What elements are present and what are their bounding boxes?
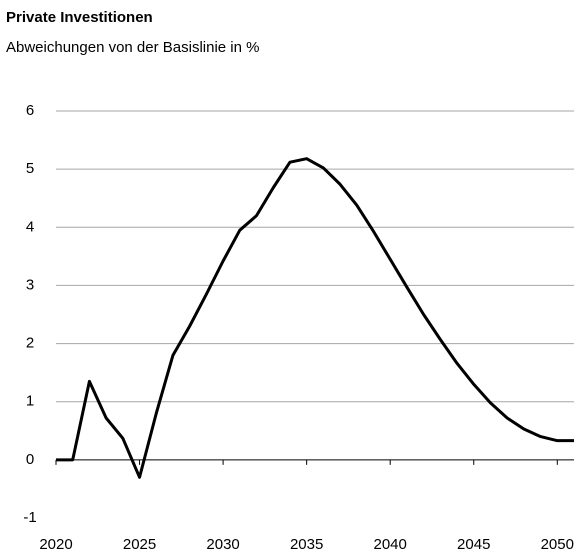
x-tick-label: 2030 [206, 536, 239, 553]
x-tick-label: 2020 [39, 536, 72, 553]
data-line [56, 157, 574, 479]
chart-title: Private Investitionen [6, 9, 153, 26]
x-tick-label: 2050 [541, 536, 574, 553]
y-tick-label: 3 [26, 276, 34, 293]
x-tick-label: 2040 [374, 536, 407, 553]
y-tick-label: -1 [23, 509, 36, 526]
y-tick-label: 4 [26, 218, 34, 235]
x-tick-label: 2025 [123, 536, 156, 553]
x-tick-label: 2045 [457, 536, 490, 553]
y-tick-label: 2 [26, 335, 34, 352]
y-tick-label: 1 [26, 393, 34, 410]
y-tick-label: 0 [26, 451, 34, 468]
chart-subtitle: Abweichungen von der Basislinie in % [6, 39, 259, 56]
x-tick-label: 2035 [290, 536, 323, 553]
y-tick-label: 6 [26, 102, 34, 119]
y-tick-label: 5 [26, 160, 34, 177]
